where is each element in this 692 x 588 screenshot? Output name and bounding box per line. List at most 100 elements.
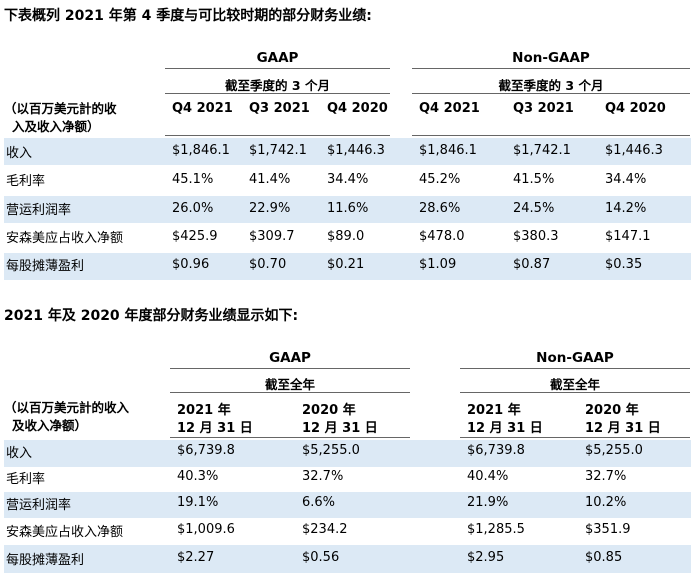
t2-nongaap-period-rule: [460, 392, 690, 393]
t1-cell: 11.6%: [327, 201, 369, 216]
t1-cell: $309.7: [249, 229, 295, 244]
t1-cell: $425.9: [172, 229, 218, 244]
t2-colhdr-rule: [460, 437, 690, 438]
t1-row-label: 安森美应占收入净额: [6, 231, 124, 246]
t2-cell: $351.9: [585, 522, 631, 537]
t1-cell: 28.6%: [419, 201, 461, 216]
t2-units-line2: 及收入净额）: [12, 418, 88, 433]
table1-title: 下表概列 2021 年第 4 季度与可比较时期的部分财务业绩:: [4, 8, 372, 24]
t2-nongaap-rule: [460, 368, 690, 369]
t1-cell: $1,742.1: [249, 143, 307, 158]
t1-col-header: Q4 2021: [419, 101, 480, 116]
t2-cell: 6.6%: [302, 495, 336, 510]
t2-cell: $0.85: [585, 550, 623, 565]
t1-cell: $0.87: [513, 257, 551, 272]
t1-cell: 26.0%: [172, 201, 214, 216]
t2-col-header-l2: 12 月 31 日: [585, 421, 661, 436]
t2-cell: $1,009.6: [177, 522, 235, 537]
t2-row-label: 收入: [6, 446, 33, 461]
t2-cell: 32.7%: [585, 469, 627, 484]
t2-col-header-l2: 12 月 31 日: [467, 421, 543, 436]
t1-gaap-period-rule: [165, 93, 390, 94]
t1-cell: $1,846.1: [419, 143, 477, 158]
t1-cell: 24.5%: [513, 201, 555, 216]
t2-col-header-l1: 2021 年: [467, 403, 521, 418]
t1-nongaap-rule: [412, 68, 690, 69]
t1-cell: $0.96: [172, 257, 210, 272]
t1-row-label: 每股摊薄盈利: [6, 259, 85, 274]
t2-col-header-l1: 2021 年: [177, 403, 231, 418]
t1-row-label: 毛利率: [6, 174, 46, 189]
t2-col-header-l2: 12 月 31 日: [302, 421, 378, 436]
t2-cell: $6,739.8: [177, 443, 235, 458]
t2-cell: $5,255.0: [302, 443, 360, 458]
t2-cell: 21.9%: [467, 495, 509, 510]
t1-cell: 45.2%: [419, 172, 461, 187]
t2-row-label: 毛利率: [6, 472, 46, 487]
t2-row-band: [4, 440, 691, 467]
t1-cell: 45.1%: [172, 172, 214, 187]
t2-gaap-period-rule: [170, 392, 410, 393]
t1-gaap-header: GAAP: [256, 50, 299, 66]
t1-cell: 41.5%: [513, 172, 555, 187]
t1-cell: $1.09: [419, 257, 457, 272]
t1-cell: 41.4%: [249, 172, 291, 187]
t1-nongaap-header: Non-GAAP: [512, 50, 590, 66]
t2-nongaap-header: Non-GAAP: [536, 350, 614, 366]
t1-cell: 14.2%: [605, 201, 647, 216]
t1-row-label: 营运利润率: [6, 203, 72, 218]
t2-row-label: 安森美应占收入净额: [6, 525, 124, 540]
t1-gaap-rule: [165, 68, 390, 69]
t2-cell: $2.27: [177, 550, 215, 565]
t1-cell: $1,446.3: [327, 143, 385, 158]
t1-col-header: Q4 2020: [605, 101, 666, 116]
t1-cell: $0.70: [249, 257, 287, 272]
t2-cell: $5,255.0: [585, 443, 643, 458]
t1-col-header: Q4 2020: [327, 101, 388, 116]
t2-cell: $6,739.8: [467, 443, 525, 458]
t1-cell: $89.0: [327, 229, 365, 244]
t2-gaap-header: GAAP: [269, 350, 311, 366]
t2-col-header-l2: 12 月 31 日: [177, 421, 253, 436]
t1-cell: $147.1: [605, 229, 651, 244]
t1-nongaap-period-rule: [412, 93, 690, 94]
t2-cell: 10.2%: [585, 495, 627, 510]
t2-row-band: [4, 492, 691, 518]
t1-nongaap-period: 截至季度的 3 个月: [498, 78, 604, 93]
t1-units-line2: 入及收入净额）: [12, 119, 100, 134]
t1-cell: $1,846.1: [172, 143, 230, 158]
t2-gaap-period: 截至全年: [264, 377, 315, 392]
t2-gaap-rule: [170, 368, 410, 369]
t2-nongaap-period: 截至全年: [549, 377, 600, 392]
t1-cell: $1,742.1: [513, 143, 571, 158]
t2-row-label: 每股摊薄盈利: [6, 553, 85, 568]
t1-cell: 22.9%: [249, 201, 291, 216]
t2-cell: $2.95: [467, 550, 505, 565]
t1-cell: $0.35: [605, 257, 643, 272]
t2-row-label: 营运利润率: [6, 498, 72, 513]
t2-col-header-l1: 2020 年: [585, 403, 639, 418]
t2-cell: 19.1%: [177, 495, 219, 510]
t2-cell: 40.4%: [467, 469, 509, 484]
t1-cell: 34.4%: [327, 172, 369, 187]
t1-col-header: Q3 2021: [513, 101, 574, 116]
t1-units-line1: （以百万美元計的收: [4, 101, 117, 116]
t1-cell: $1,446.3: [605, 143, 663, 158]
t2-cell: 40.3%: [177, 469, 219, 484]
t2-units-line1: （以百万美元計的收入: [4, 400, 130, 415]
t1-col-header: Q4 2021: [172, 101, 233, 116]
t1-row-band: [4, 196, 691, 223]
t2-cell: $0.56: [302, 550, 340, 565]
t1-cell: 34.4%: [605, 172, 647, 187]
t1-colhdr-rule: [165, 135, 390, 136]
t1-gaap-period: 截至季度的 3 个月: [225, 78, 330, 93]
table2-title: 2021 年及 2020 年度部分财务业绩显示如下:: [4, 308, 299, 324]
t1-cell: $0.21: [327, 257, 365, 272]
t1-colhdr-rule: [412, 135, 690, 136]
t2-cell: 32.7%: [302, 469, 344, 484]
t2-colhdr-rule: [170, 437, 410, 438]
t1-row-band: [4, 253, 691, 280]
t1-col-header: Q3 2021: [249, 101, 310, 116]
t2-cell: $234.2: [302, 522, 348, 537]
t1-row-band: [4, 138, 691, 165]
